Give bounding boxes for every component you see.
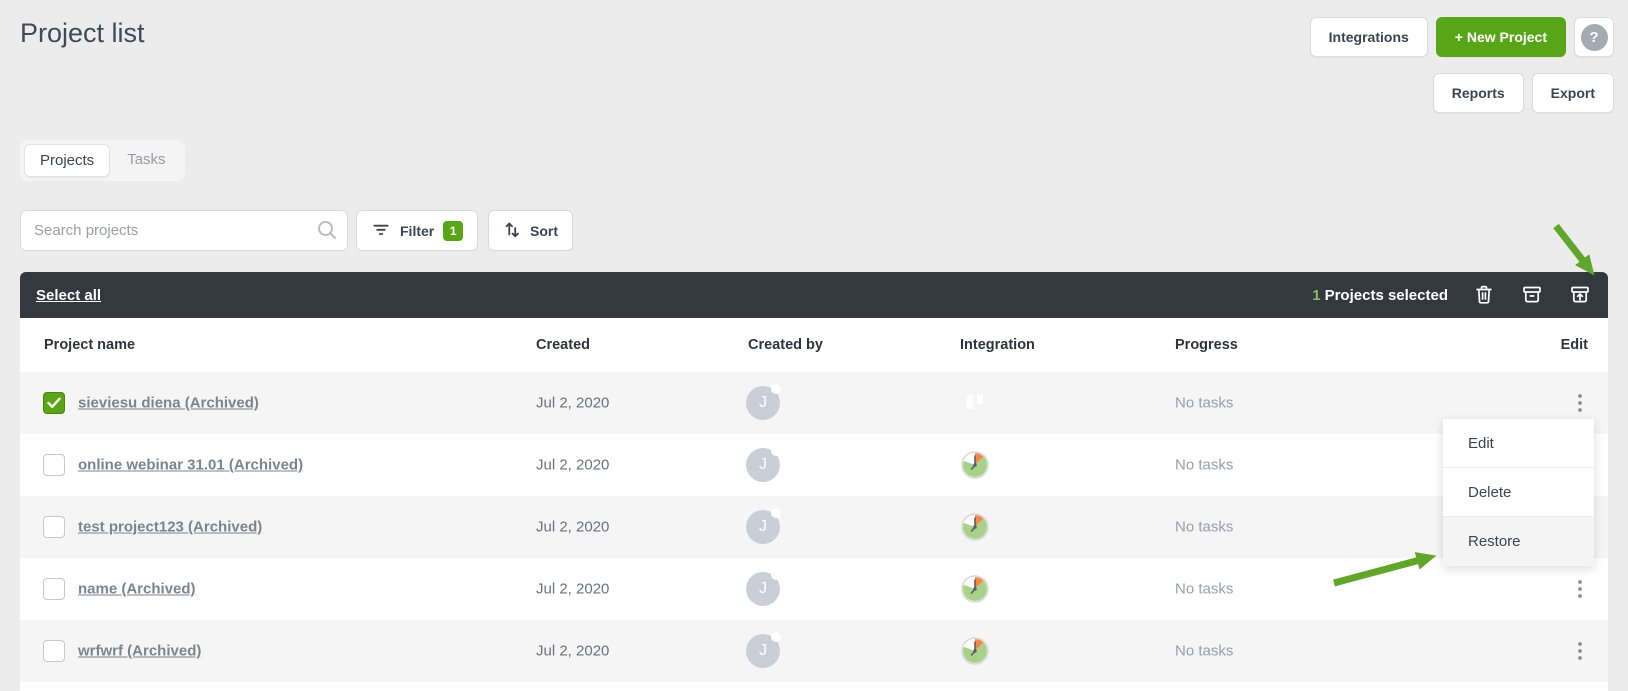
select-all-link[interactable]: Select all bbox=[36, 286, 102, 304]
avatar-initial: J bbox=[759, 518, 767, 535]
integrations-button[interactable]: Integrations bbox=[1309, 17, 1428, 57]
created-date: Jul 2, 2020 bbox=[536, 580, 610, 598]
project-name-link[interactable]: wrfwrf (Archived) bbox=[78, 642, 202, 660]
row-menu-button[interactable] bbox=[1567, 638, 1593, 664]
reports-button[interactable]: Reports bbox=[1432, 73, 1524, 113]
filter-label: Filter bbox=[400, 222, 435, 239]
status-dot bbox=[771, 384, 781, 394]
table-body: sieviesu diena (Archived) Jul 2, 2020 J bbox=[20, 372, 1608, 682]
sort-label: Sort bbox=[530, 222, 558, 239]
table-header: Project name Created Created by Integrat… bbox=[20, 318, 1608, 372]
search-icon bbox=[316, 219, 338, 246]
table-row[interactable]: wrfwrf (Archived) Jul 2, 2020 J bbox=[20, 620, 1608, 682]
created-date: Jul 2, 2020 bbox=[536, 394, 610, 412]
table-row[interactable]: sieviesu diena (Archived) Jul 2, 2020 J bbox=[20, 372, 1608, 434]
selected-count-text: 1 Projects selected bbox=[1312, 286, 1448, 304]
status-dot bbox=[771, 570, 781, 580]
row-checkbox[interactable] bbox=[43, 454, 65, 476]
kebab-icon bbox=[1578, 394, 1582, 412]
page-title: Project list bbox=[20, 18, 145, 48]
row-menu-button[interactable] bbox=[1567, 390, 1593, 416]
avatar-initial: J bbox=[759, 642, 767, 659]
row-menu-button[interactable] bbox=[1567, 576, 1593, 602]
selection-bar: Select all 1 Projects selected bbox=[20, 272, 1608, 318]
filter-button[interactable]: Filter 1 bbox=[356, 210, 479, 251]
col-header-edit: Edit bbox=[1560, 337, 1588, 353]
col-header-integration: Integration bbox=[960, 337, 1035, 353]
col-header-project-name: Project name bbox=[44, 337, 136, 353]
progress-text: No tasks bbox=[1175, 394, 1234, 412]
filter-count-badge: 1 bbox=[443, 220, 464, 241]
status-dot bbox=[771, 632, 781, 642]
table-row[interactable]: test project123 (Archived) Jul 2, 2020 J bbox=[20, 496, 1608, 558]
row-checkbox[interactable] bbox=[43, 516, 65, 538]
avatar: J bbox=[746, 632, 781, 668]
project-name-link[interactable]: online webinar 31.01 (Archived) bbox=[78, 456, 304, 474]
status-dot bbox=[771, 508, 781, 518]
avatar-initial: J bbox=[759, 394, 767, 411]
view-tabs: Projects Tasks bbox=[20, 140, 185, 181]
avatar: J bbox=[746, 508, 781, 544]
progress-text: No tasks bbox=[1175, 518, 1234, 536]
created-date: Jul 2, 2020 bbox=[536, 456, 610, 474]
kebab-icon bbox=[1578, 642, 1582, 660]
search-input[interactable] bbox=[20, 210, 348, 251]
unarchive-icon[interactable] bbox=[1568, 283, 1592, 307]
progress-text: No tasks bbox=[1175, 580, 1234, 598]
project-name-link[interactable]: name (Archived) bbox=[78, 580, 196, 598]
menu-item-delete[interactable]: Delete bbox=[1443, 468, 1594, 517]
progress-text: No tasks bbox=[1175, 642, 1234, 660]
timer-icon bbox=[960, 575, 990, 608]
timer-icon bbox=[960, 637, 990, 670]
trash-icon[interactable] bbox=[1472, 283, 1496, 307]
selected-count: 1 bbox=[1312, 286, 1321, 304]
created-date: Jul 2, 2020 bbox=[536, 518, 610, 536]
progress-text: No tasks bbox=[1175, 456, 1234, 474]
avatar: J bbox=[746, 446, 781, 482]
avatar: J bbox=[746, 384, 781, 420]
row-context-menu: Edit Delete Restore bbox=[1443, 419, 1594, 566]
avatar: J bbox=[746, 570, 781, 606]
secondary-actions: Reports Export bbox=[1432, 73, 1614, 113]
export-button[interactable]: Export bbox=[1531, 73, 1614, 113]
avatar-initial: J bbox=[759, 456, 767, 473]
table-row[interactable]: online webinar 31.01 (Archived) Jul 2, 2… bbox=[20, 434, 1608, 496]
timer-icon bbox=[960, 451, 990, 484]
help-icon: ? bbox=[1580, 23, 1608, 51]
help-button[interactable]: ? bbox=[1574, 17, 1614, 57]
project-name-link[interactable]: test project123 (Archived) bbox=[78, 518, 263, 536]
new-project-button[interactable]: + New Project bbox=[1435, 17, 1566, 57]
col-header-created-by: Created by bbox=[748, 337, 823, 353]
row-checkbox[interactable] bbox=[43, 392, 65, 414]
header-actions: Integrations + New Project ? bbox=[1309, 17, 1614, 57]
menu-item-edit[interactable]: Edit bbox=[1443, 419, 1594, 468]
sort-button[interactable]: Sort bbox=[488, 210, 573, 251]
table-row[interactable]: name (Archived) Jul 2, 2020 J bbox=[20, 558, 1608, 620]
projects-table: Project name Created Created by Integrat… bbox=[20, 318, 1608, 691]
sort-icon bbox=[503, 219, 521, 242]
search-box bbox=[20, 210, 348, 251]
tab-tasks[interactable]: Tasks bbox=[127, 151, 166, 168]
col-header-progress: Progress bbox=[1175, 337, 1238, 353]
col-header-created: Created bbox=[536, 337, 590, 353]
kebab-icon bbox=[1578, 580, 1582, 598]
status-dot bbox=[771, 446, 781, 456]
timer-icon bbox=[960, 513, 990, 546]
created-date: Jul 2, 2020 bbox=[536, 642, 610, 660]
row-checkbox[interactable] bbox=[43, 640, 65, 662]
menu-item-restore[interactable]: Restore bbox=[1443, 517, 1594, 566]
row-checkbox[interactable] bbox=[43, 578, 65, 600]
avatar-initial: J bbox=[759, 580, 767, 597]
project-name-link[interactable]: sieviesu diena (Archived) bbox=[78, 394, 259, 412]
archive-icon[interactable] bbox=[1520, 283, 1544, 307]
filter-icon bbox=[371, 219, 391, 242]
tab-projects[interactable]: Projects bbox=[24, 144, 111, 177]
